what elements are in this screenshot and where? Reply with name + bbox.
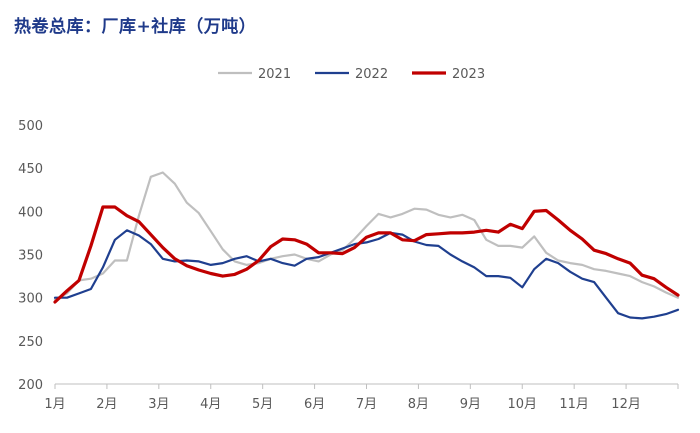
y-tick-label: 200 (18, 378, 43, 393)
x-tick-label: 4月 (200, 397, 221, 412)
y-tick-label: 400 (18, 205, 43, 220)
series-line-2021 (53, 171, 680, 301)
x-tick-label: 7月 (356, 397, 377, 412)
x-tick-label: 10月 (507, 397, 537, 412)
x-tick-label: 1月 (44, 397, 65, 412)
x-tick-label: 6月 (304, 397, 325, 412)
y-tick-label: 250 (18, 335, 43, 350)
x-tick-label: 2月 (96, 397, 117, 412)
series-line-2023 (53, 205, 680, 304)
legend-label-2023: 2023 (452, 67, 485, 82)
legend-label-2021: 2021 (258, 67, 291, 82)
y-tick-label: 500 (18, 119, 43, 134)
series-line-2022 (53, 229, 680, 320)
y-tick-label: 300 (18, 292, 43, 307)
x-tick-label: 9月 (460, 397, 481, 412)
chart-title: 热卷总库：厂库+社库（万吨） (14, 17, 257, 37)
x-tick-label: 8月 (408, 397, 429, 412)
x-tick-label: 12月 (611, 397, 641, 412)
x-tick-label: 5月 (252, 397, 273, 412)
y-tick-label: 450 (18, 162, 43, 177)
legend-label-2022: 2022 (355, 67, 388, 82)
x-tick-label: 3月 (148, 397, 169, 412)
x-tick-label: 11月 (559, 397, 589, 412)
y-tick-label: 350 (18, 249, 43, 264)
